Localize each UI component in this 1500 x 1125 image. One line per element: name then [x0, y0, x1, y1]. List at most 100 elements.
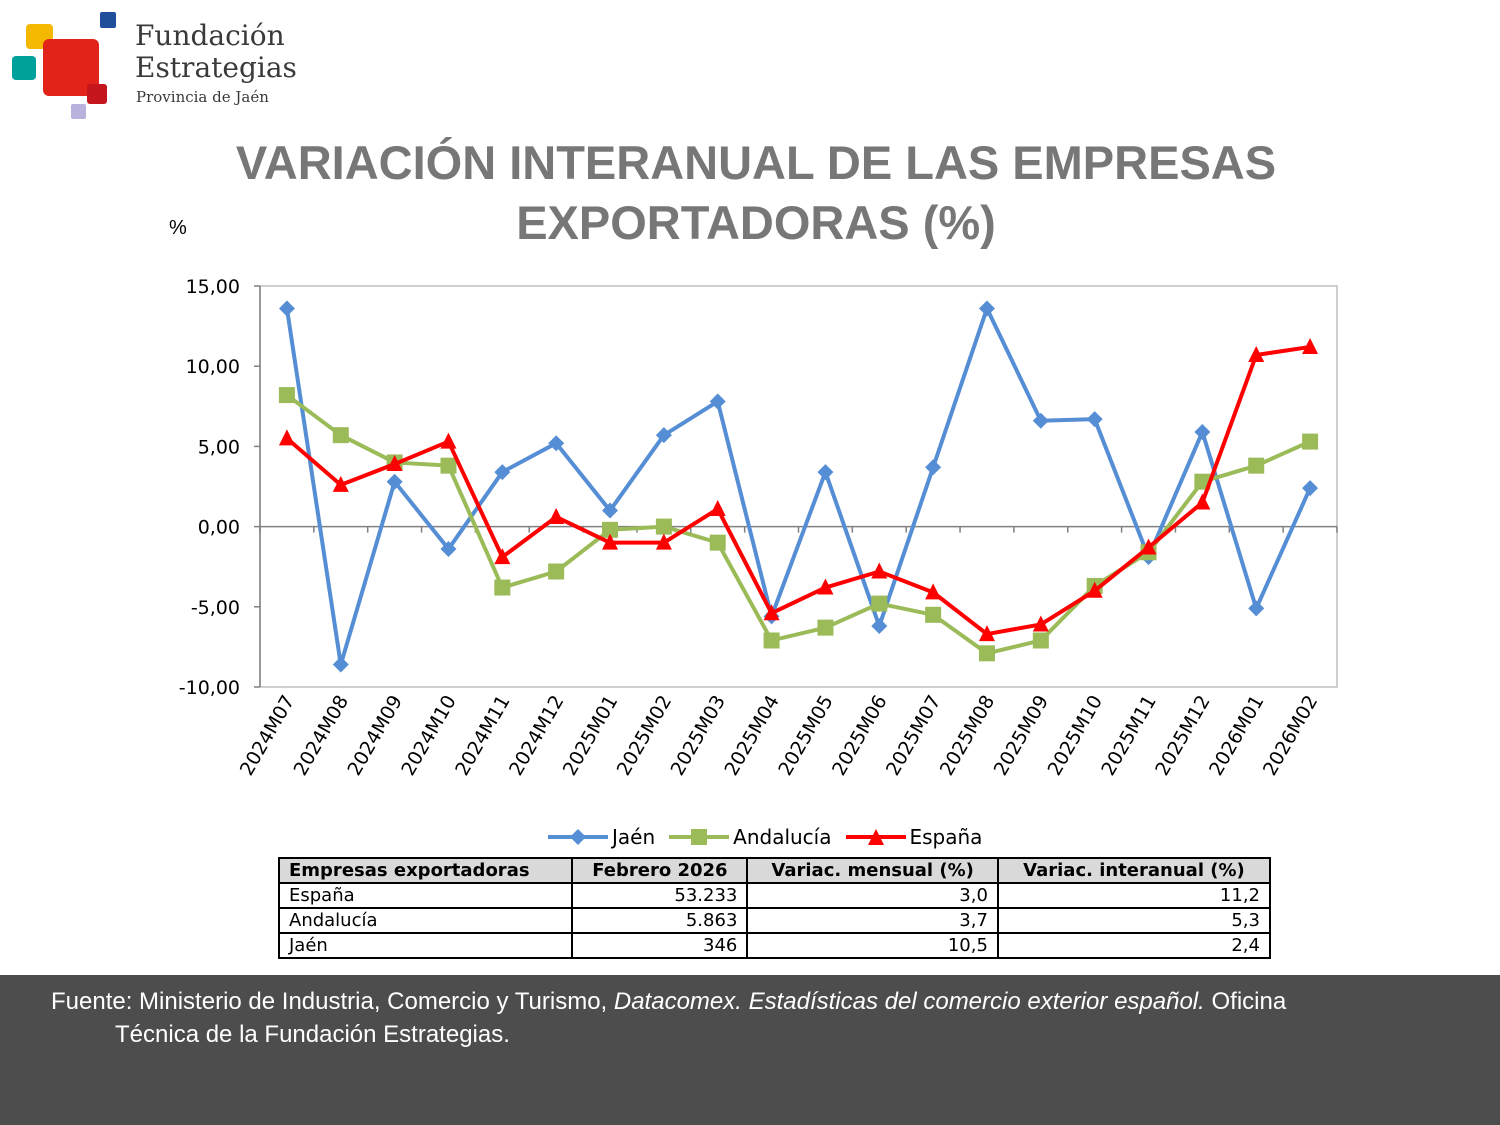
title-line-2: EXPORTADORAS (%) — [516, 196, 996, 249]
data-point-andalucia — [494, 579, 511, 596]
data-point-jaen — [602, 502, 619, 519]
data-point-jaen — [925, 459, 942, 476]
data-point-espana — [548, 507, 565, 524]
legend-jaen-icon — [548, 829, 608, 845]
data-point-espana — [332, 475, 349, 492]
data-point-espana — [1194, 493, 1211, 510]
table-cell: 3,7 — [746, 907, 999, 934]
data-point-jaen — [278, 300, 295, 317]
y-tick-label: -5,00 — [191, 597, 240, 619]
table-cell: 346 — [571, 932, 749, 959]
table-header: Febrero 2026 — [571, 857, 749, 884]
data-point-andalucia — [278, 387, 295, 404]
legend-label-andalucia: Andalucía — [733, 825, 832, 849]
data-point-espana — [386, 455, 403, 472]
data-point-espana — [602, 533, 619, 550]
source-footer: Fuente: Ministerio de Industria, Comerci… — [0, 975, 1500, 1125]
data-point-jaen — [548, 435, 565, 452]
chart-legend: Jaén Andalucía España — [548, 825, 996, 849]
data-point-espana — [494, 548, 511, 565]
data-point-jaen — [709, 393, 726, 410]
data-point-andalucia — [1302, 433, 1319, 450]
y-unit-label: % — [169, 217, 187, 239]
title-line-1: VARIACIÓN INTERANUAL DE LAS EMPRESAS — [235, 136, 1277, 189]
data-point-espana — [817, 578, 834, 595]
y-tick-label: 5,00 — [198, 436, 240, 458]
data-point-jaen — [1302, 480, 1319, 497]
table-header: Variac. interanual (%) — [996, 857, 1272, 884]
data-point-jaen — [1194, 423, 1211, 440]
table-cell: España — [277, 882, 574, 909]
table-cell: 10,5 — [746, 932, 999, 959]
chart-title: VARIACIÓN INTERANUAL DE LAS EMPRESAS EXP… — [150, 133, 1362, 253]
legend-andalucia-icon — [669, 829, 730, 845]
data-point-espana — [1140, 538, 1157, 555]
legend-item-jaen: Jaén — [548, 825, 655, 849]
table-cell: 5.863 — [571, 907, 749, 934]
data-point-espana — [278, 429, 295, 446]
data-point-andalucia — [871, 595, 888, 612]
data-point-espana — [978, 625, 995, 642]
y-tick-label: 15,00 — [186, 276, 240, 298]
data-point-espana — [1248, 345, 1265, 362]
table-cell: 2,4 — [996, 932, 1272, 959]
plot-area — [259, 285, 1338, 688]
data-point-andalucia — [1248, 457, 1265, 474]
x-tick-label: 2026M02 — [1259, 692, 1323, 780]
data-point-andalucia — [1032, 632, 1049, 649]
data-point-andalucia — [709, 534, 726, 551]
data-point-jaen — [871, 618, 888, 635]
data-point-jaen — [978, 300, 995, 317]
legend-label-espana: España — [909, 825, 983, 849]
data-point-espana — [655, 533, 672, 550]
data-point-jaen — [817, 464, 834, 481]
source-line-2: Técnica de la Fundación Estrategias. — [115, 1021, 510, 1048]
series-line-0 — [284, 306, 1312, 667]
table-header: Empresas exportadoras — [277, 857, 574, 884]
logo-line-2: Estrategias — [135, 51, 297, 84]
data-point-espana — [1302, 337, 1319, 354]
y-tick-label: 0,00 — [198, 517, 240, 539]
data-point-andalucia — [1194, 473, 1211, 490]
legend-item-andalucia: Andalucía — [669, 825, 832, 849]
legend-label-jaen: Jaén — [612, 825, 656, 849]
source-italic: Datacomex. Estadísticas del comercio ext… — [613, 988, 1205, 1015]
data-point-andalucia — [925, 606, 942, 623]
logo: Fundación Estrategias Provincia de Jaén — [0, 0, 320, 125]
data-point-andalucia — [655, 518, 672, 535]
table-cell: 11,2 — [996, 882, 1272, 909]
source-prefix: Fuente: Ministerio de Industria, Comerci… — [51, 988, 614, 1015]
line-chart: 15,0010,005,000,00-5,00-10,002024M072024… — [179, 276, 1338, 780]
data-table: Empresas exportadoras Febrero 2026 Varia… — [277, 857, 1272, 959]
data-point-espana — [871, 562, 888, 579]
data-point-andalucia — [602, 521, 619, 538]
y-tick-label: 10,00 — [186, 356, 240, 378]
data-point-jaen — [1248, 600, 1265, 617]
source-suffix: Oficina — [1204, 988, 1287, 1015]
series-line-1 — [285, 393, 1311, 656]
data-point-jaen — [494, 464, 511, 481]
table-cell: Andalucía — [277, 907, 574, 934]
data-point-jaen — [1086, 411, 1103, 428]
logo-line-1: Fundación — [135, 19, 285, 52]
data-point-espana — [709, 499, 726, 516]
data-point-jaen — [386, 473, 403, 490]
table-cell: 53.233 — [571, 882, 749, 909]
table-header-row: Empresas exportadoras Febrero 2026 Varia… — [277, 857, 1272, 884]
series-line-2 — [285, 344, 1311, 637]
table-cell: 3,0 — [746, 882, 999, 909]
data-point-andalucia — [548, 563, 565, 580]
data-point-jaen — [1032, 412, 1049, 429]
data-point-espana — [763, 604, 780, 621]
logo-squares-icon — [12, 12, 116, 119]
legend-espana-icon — [845, 829, 906, 845]
data-point-andalucia — [817, 619, 834, 636]
data-point-jaen — [440, 541, 457, 558]
data-point-jaen — [655, 427, 672, 444]
table-row: España 53.233 3,0 11,2 — [277, 882, 1272, 909]
data-point-jaen — [332, 656, 349, 673]
legend-item-espana: España — [845, 825, 983, 849]
source-text: Fuente: Ministerio de Industria, Comerci… — [51, 985, 1461, 1051]
data-point-espana — [925, 583, 942, 600]
table-row: Andalucía 5.863 3,7 5,3 — [277, 907, 1272, 934]
